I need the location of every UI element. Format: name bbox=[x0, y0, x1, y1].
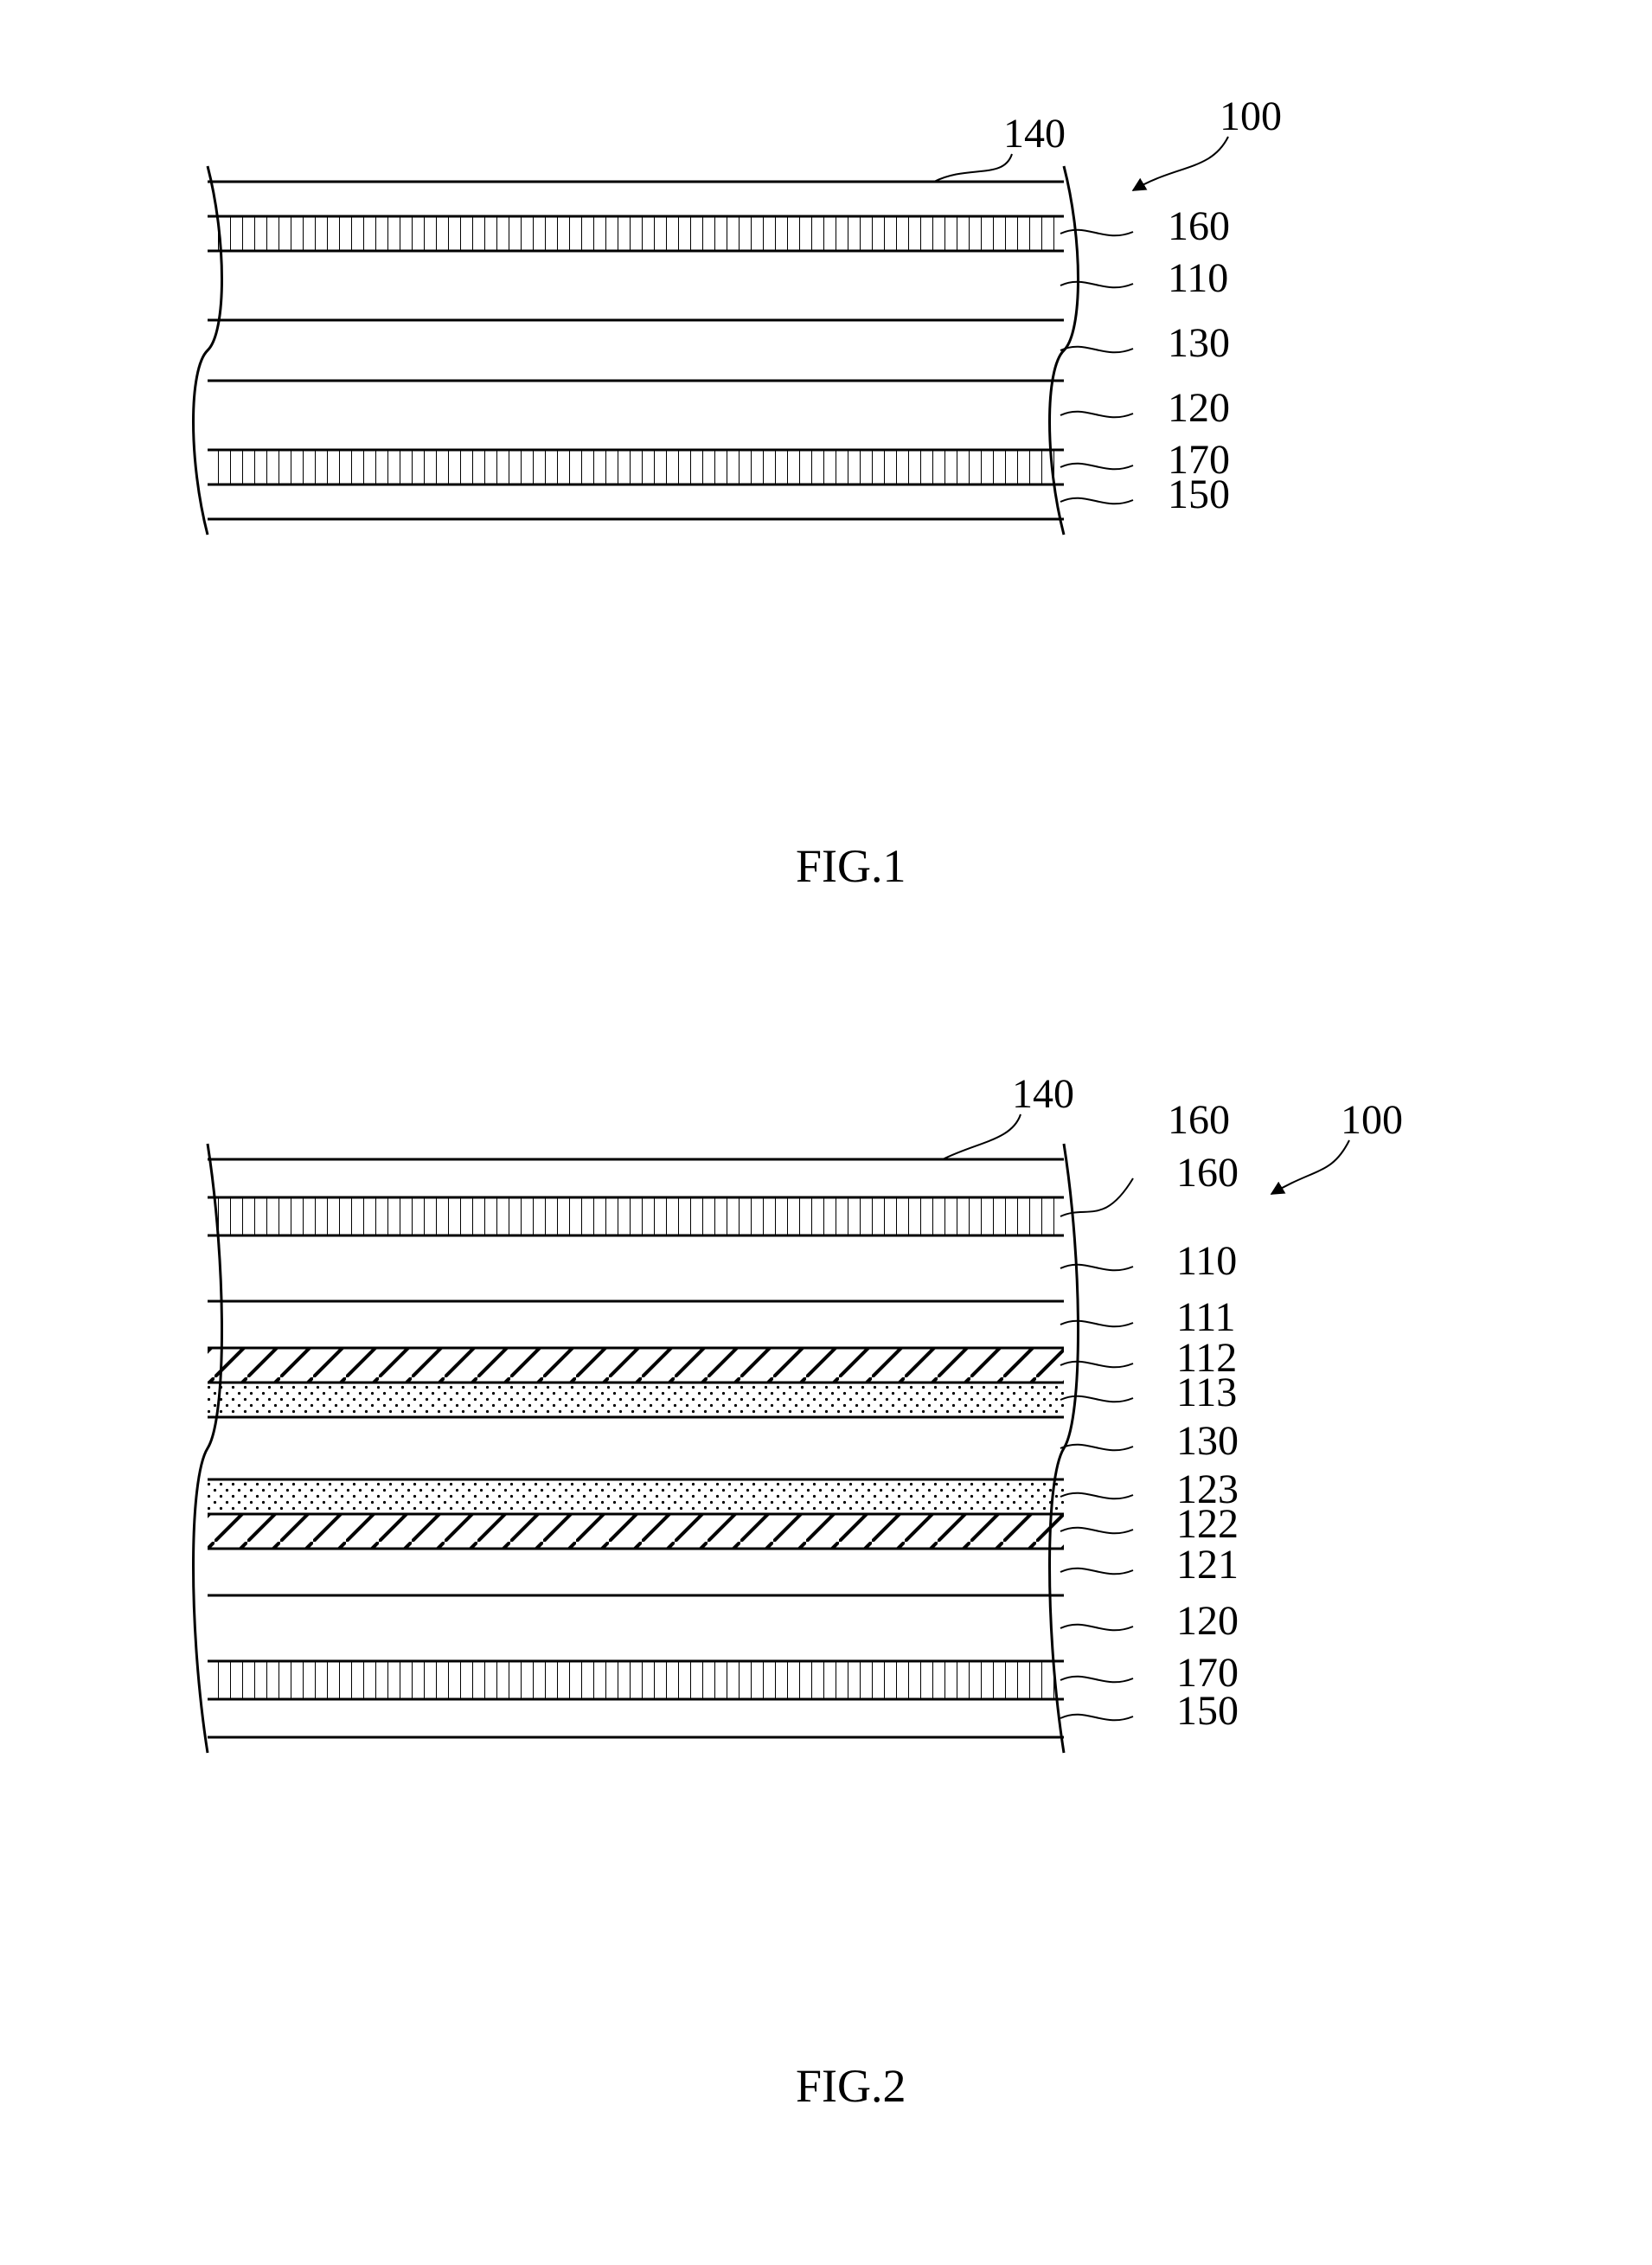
fig2-layer-2 bbox=[208, 1235, 1064, 1301]
fig2-label-122: 122 bbox=[1176, 1501, 1239, 1547]
fig2-layer-10 bbox=[208, 1595, 1064, 1661]
fig1-caption: FIG.1 bbox=[796, 839, 906, 893]
fig2-label-160: 160 bbox=[1176, 1150, 1239, 1196]
fig2-label-150: 150 bbox=[1176, 1688, 1239, 1734]
fig1-layer-5 bbox=[208, 450, 1064, 484]
fig2-diagram: 1601101111121131301231221211201701501401… bbox=[182, 1081, 1479, 1938]
fig1-layer-3 bbox=[208, 320, 1064, 381]
fig2-label-120: 120 bbox=[1176, 1598, 1239, 1644]
fig2-layer-8 bbox=[208, 1514, 1064, 1549]
fig2-layer-7 bbox=[208, 1479, 1064, 1514]
fig1-label-120: 120 bbox=[1168, 385, 1230, 431]
fig2-layer-6 bbox=[208, 1417, 1064, 1479]
fig1-toplabel-100: 100 bbox=[1220, 93, 1282, 139]
fig2-layer-3 bbox=[208, 1301, 1064, 1348]
fig2-layer-11 bbox=[208, 1661, 1064, 1699]
fig1-diagram: 160110130120170150140100 bbox=[182, 130, 1479, 735]
fig1-layer-0 bbox=[208, 182, 1064, 216]
fig2-toplabel-100: 100 bbox=[1341, 1097, 1403, 1143]
fig2-label-130: 130 bbox=[1176, 1418, 1239, 1464]
fig1-layer-6 bbox=[208, 484, 1064, 519]
fig2-layer-5 bbox=[208, 1383, 1064, 1417]
fig2-layer-1 bbox=[208, 1197, 1064, 1235]
fig2-label-111: 111 bbox=[1176, 1294, 1235, 1340]
fig1-layer-1 bbox=[208, 216, 1064, 251]
fig2-label-113: 113 bbox=[1176, 1370, 1237, 1415]
fig1-label-150: 150 bbox=[1168, 472, 1230, 517]
fig2-label-110: 110 bbox=[1176, 1238, 1237, 1284]
fig2-label-121: 121 bbox=[1176, 1542, 1239, 1588]
fig1-label-110: 110 bbox=[1168, 255, 1228, 301]
fig2-toplabel-140: 140 bbox=[1012, 1071, 1074, 1117]
fig2-layer-4 bbox=[208, 1348, 1064, 1383]
fig2-layer-9 bbox=[208, 1549, 1064, 1595]
fig1-label-160: 160 bbox=[1168, 203, 1230, 249]
fig2-toplabel-160: 160 bbox=[1168, 1097, 1230, 1143]
fig2-caption: FIG.2 bbox=[796, 2059, 906, 2113]
fig1-label-130: 130 bbox=[1168, 320, 1230, 366]
fig2-layer-0 bbox=[208, 1159, 1064, 1197]
fig1-toplabel-140: 140 bbox=[1003, 111, 1066, 157]
fig1-layer-4 bbox=[208, 381, 1064, 450]
fig1-layer-2 bbox=[208, 251, 1064, 320]
fig2-layer-12 bbox=[208, 1699, 1064, 1737]
